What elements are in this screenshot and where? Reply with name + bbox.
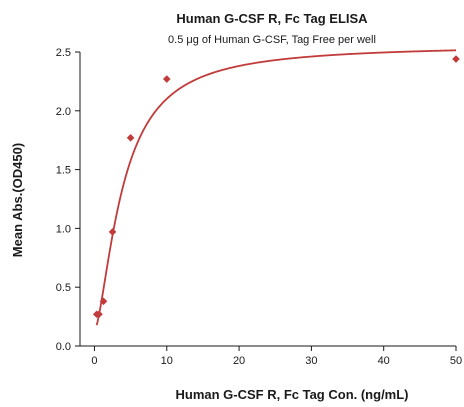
y-tick-label: 1.0 [56,223,71,235]
data-point [126,134,135,142]
y-tick-label: 2.0 [56,106,71,118]
y-tick-label: 0.5 [56,282,71,294]
data-point [452,55,460,63]
data-point [108,228,117,236]
x-axis-label: Human G-CSF R, Fc Tag Con. (ng/mL) [175,387,408,402]
y-tick-label: 2.5 [56,47,71,59]
data-points [92,55,460,319]
x-tick-label: 20 [233,355,245,367]
data-point [162,75,171,83]
fit-curve [95,49,457,326]
data-point [95,310,103,319]
x-tick-label: 50 [450,355,462,367]
ticks: 0.0 0.5 1.0 1.5 2.0 2.5 0 10 20 30 40 50 [56,47,462,367]
axes [79,52,456,347]
chart-subtitle: 0.5 μg of Human G-CSF, Tag Free per well [168,34,376,46]
fit-curve-line [95,49,457,326]
x-tick-label: 30 [305,355,317,367]
x-tick-label: 0 [91,355,97,367]
y-axis-label: Mean Abs.(OD450) [10,143,25,257]
y-tick-label: 1.5 [56,165,71,177]
y-tick-label: 0.0 [56,341,71,353]
chart-title: Human G-CSF R, Fc Tag ELISA [176,11,368,26]
x-tick-label: 40 [378,355,390,367]
data-point [99,297,108,306]
x-tick-label: 10 [161,355,173,367]
